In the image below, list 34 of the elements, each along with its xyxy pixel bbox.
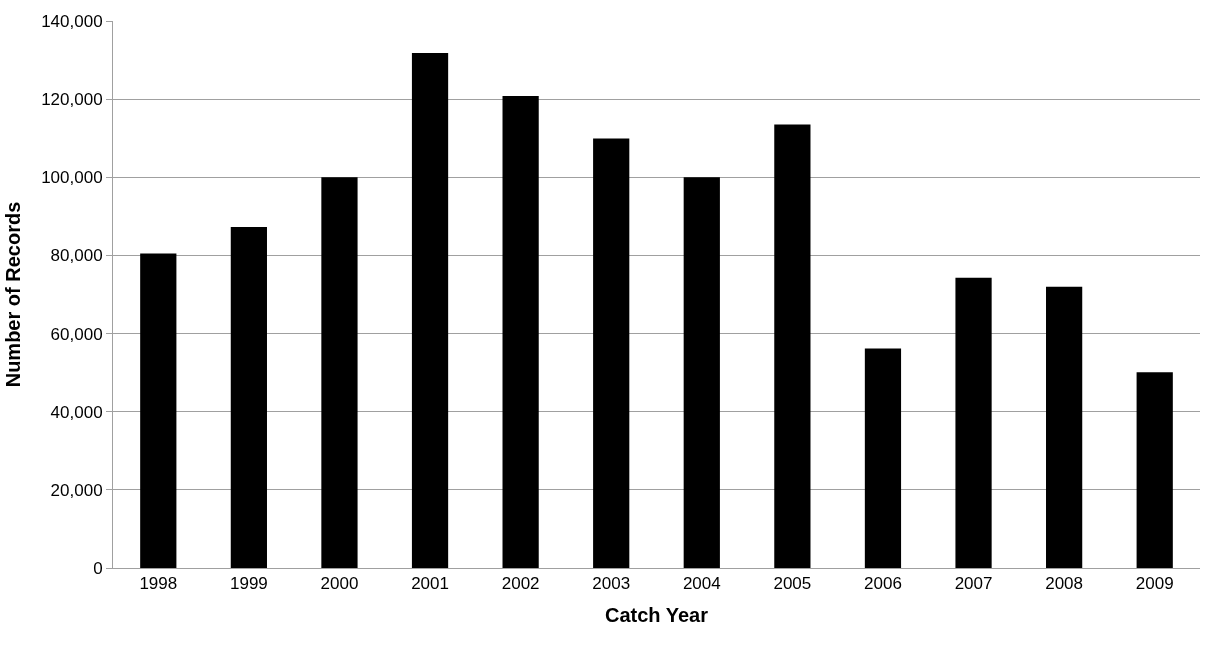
y-tick-label: 20,000 xyxy=(50,480,103,500)
y-tick-label: 80,000 xyxy=(50,246,103,266)
y-tick-label: 0 xyxy=(93,558,103,578)
bar xyxy=(774,124,811,568)
x-tick-label: 2001 xyxy=(411,574,449,594)
x-tick-label: 1998 xyxy=(139,574,178,594)
y-tick-label: 120,000 xyxy=(41,90,103,110)
x-tick-label: 2006 xyxy=(864,574,902,594)
bar xyxy=(1136,372,1173,568)
bar xyxy=(502,96,539,568)
bar xyxy=(1046,286,1083,568)
x-axis-title: Catch Year xyxy=(604,603,709,626)
y-axis-title: Number of Records xyxy=(1,201,24,388)
x-tick-label: 2008 xyxy=(1045,574,1084,594)
x-tick-label: 1999 xyxy=(229,574,268,594)
y-tick-label: 60,000 xyxy=(50,324,103,344)
x-tick-label: 2004 xyxy=(682,574,721,594)
bar xyxy=(593,138,630,568)
y-tick-label: 100,000 xyxy=(41,168,103,188)
x-tick-label: 2007 xyxy=(954,574,993,594)
bar xyxy=(140,253,177,568)
x-tick-label: 2002 xyxy=(501,574,540,594)
y-tick-label: 40,000 xyxy=(50,402,103,422)
x-tick-label: 2005 xyxy=(773,574,812,594)
bar xyxy=(955,277,992,568)
bar xyxy=(683,177,720,568)
y-tick-label: 140,000 xyxy=(41,11,103,31)
bar xyxy=(864,348,902,568)
bar xyxy=(321,177,358,568)
x-tick-label: 2000 xyxy=(320,574,359,594)
x-tick-label: 2009 xyxy=(1135,574,1174,594)
x-tick-label: 2003 xyxy=(592,574,631,594)
bar xyxy=(411,53,449,568)
bar xyxy=(230,226,267,568)
